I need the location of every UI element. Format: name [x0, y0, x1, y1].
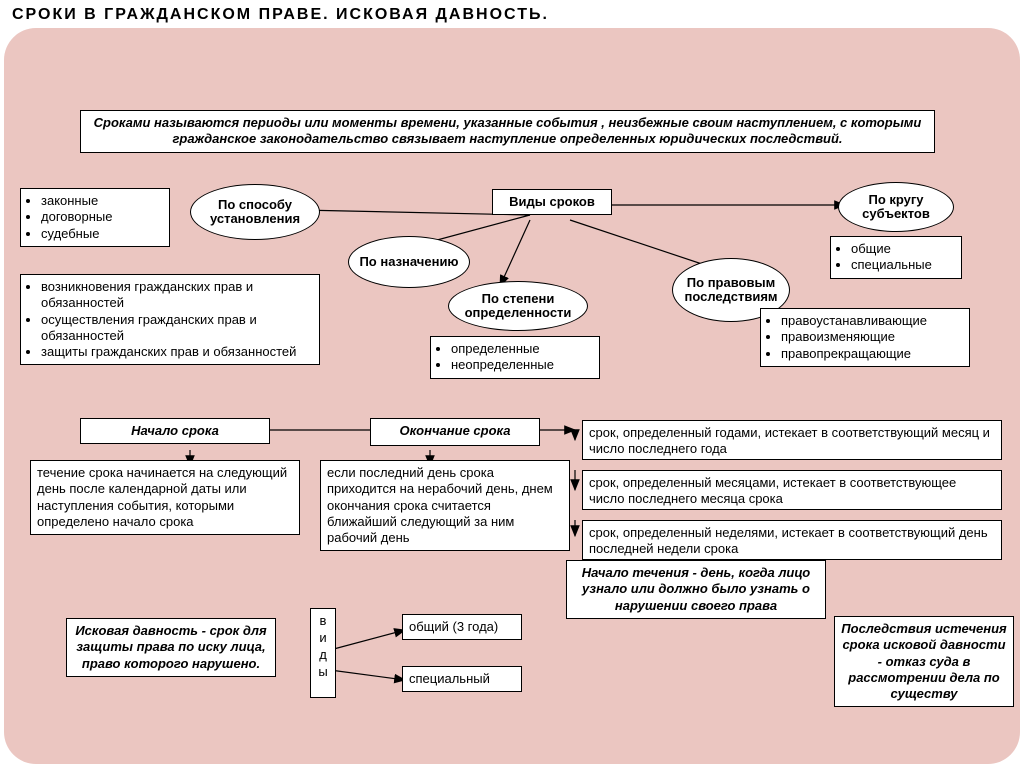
start-body: течение срока начинается на следующий де…: [30, 460, 300, 535]
davnost-vid-1: специальный: [402, 666, 522, 692]
davnost-nachalo-text: Начало течения - день, когда лицо узнало…: [582, 565, 810, 613]
davnost-def: Исковая давность - срок для защиты права…: [66, 618, 276, 677]
davnost-posledstvia: Последствия истечения срока исковой давн…: [834, 616, 1014, 707]
list-item: возникновения гражданских прав и обязанн…: [41, 279, 313, 312]
list-item: правопрекращающие: [781, 346, 963, 362]
oval-stepeni: По степени определенности: [448, 281, 588, 331]
page-title: СРОКИ В ГРАЖДАНСКОМ ПРАВЕ. ИСКОВАЯ ДАВНО…: [12, 6, 549, 24]
end-body: если последний день срока приходится на …: [320, 460, 570, 551]
list-stepeni: определенныенеопределенные: [430, 336, 600, 379]
list-sposob: законныедоговорныесудебные: [20, 188, 170, 247]
rule-months: срок, определенный месяцами, истекает в …: [582, 470, 1002, 510]
definition-box: Сроками называются периоды или моменты в…: [80, 110, 935, 153]
list-item: осуществления гражданских прав и обязанн…: [41, 312, 313, 345]
end-title: Окончание срока: [370, 418, 540, 446]
list-item: судебные: [41, 226, 163, 242]
list-item: защиты гражданских прав и обязанностей: [41, 344, 313, 360]
start-title: Начало срока: [80, 418, 270, 444]
list-naznach: возникновения гражданских прав и обязанн…: [20, 274, 320, 365]
oval-sposob: По способу установления: [190, 184, 320, 240]
davnost-vidy-label: в и д ы: [310, 608, 336, 698]
davnost-nachalo: Начало течения - день, когда лицо узнало…: [566, 560, 826, 619]
list-item: специальные: [851, 257, 955, 273]
davnost-vid-0: общий (3 года): [402, 614, 522, 640]
rule-years: срок, определенный годами, истекает в со…: [582, 420, 1002, 460]
list-item: законные: [41, 193, 163, 209]
list-item: правоустанавливающие: [781, 313, 963, 329]
list-item: определенные: [451, 341, 593, 357]
rule-weeks: срок, определенный неделями, истекает в …: [582, 520, 1002, 560]
list-krugu: общиеспециальные: [830, 236, 962, 279]
oval-naznach: По назначению: [348, 236, 470, 288]
list-item: договорные: [41, 209, 163, 225]
list-item: правоизменяющие: [781, 329, 963, 345]
list-item: общие: [851, 241, 955, 257]
root-box: Виды сроков: [492, 189, 612, 215]
list-item: неопределенные: [451, 357, 593, 373]
list-pravovym: правоустанавливающиеправоизменяющиеправо…: [760, 308, 970, 367]
oval-krugu: По кругу субъектов: [838, 182, 954, 232]
